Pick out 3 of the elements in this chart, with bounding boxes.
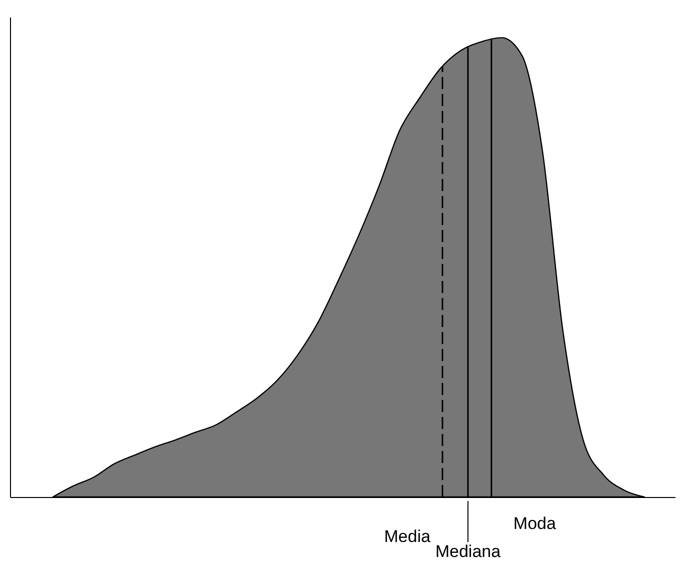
text: Media xyxy=(384,527,431,546)
text: Mediana xyxy=(435,542,502,561)
text: Moda xyxy=(513,514,556,533)
